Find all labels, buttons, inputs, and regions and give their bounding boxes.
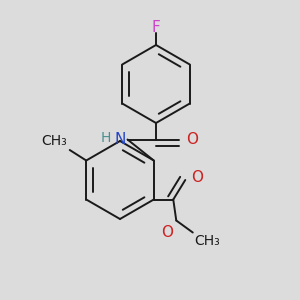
Text: F: F — [152, 20, 160, 34]
Text: N: N — [115, 132, 126, 147]
Text: O: O — [161, 225, 173, 240]
Text: H: H — [100, 131, 111, 145]
Text: CH₃: CH₃ — [194, 234, 220, 248]
Text: CH₃: CH₃ — [42, 134, 67, 148]
Text: O: O — [186, 132, 198, 147]
Text: O: O — [191, 169, 203, 184]
